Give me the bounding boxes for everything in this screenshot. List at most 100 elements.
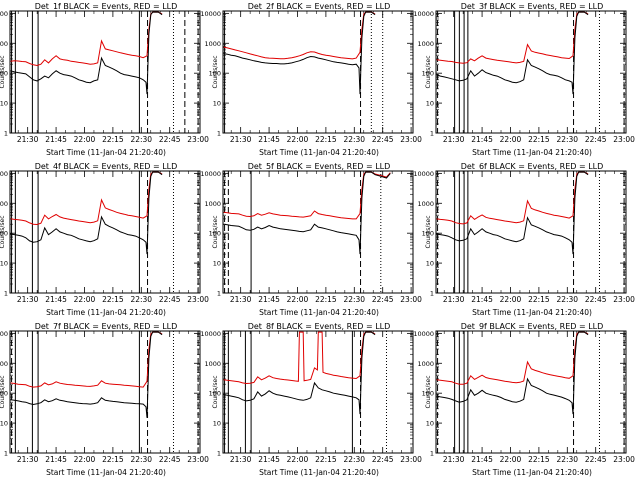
x-tick-label: 22:30 (343, 135, 365, 144)
x-axis-label: Start Time (11-Jan-04 21:20:40) (259, 148, 379, 157)
x-tick-label: 22:15 (528, 455, 550, 464)
x-tick-label: 23:00 (187, 295, 209, 304)
x-tick-label: 22:30 (343, 295, 365, 304)
plot-frame (435, 10, 627, 134)
panel-title: Det_4f BLACK = Events, RED = LLD (35, 162, 178, 171)
x-tick-label: 23:00 (187, 455, 209, 464)
y-tick-label: 100 (0, 390, 8, 398)
x-tick-label: 22:45 (159, 455, 181, 464)
lld-series-line (436, 171, 589, 225)
x-tick-label: 23:00 (187, 135, 209, 144)
x-tick-label: 21:45 (45, 295, 67, 304)
x-tick-label: 22:45 (372, 295, 394, 304)
x-tick-label: 22:00 (74, 295, 96, 304)
x-tick-label: 22:15 (102, 295, 124, 304)
y-tick-label: 1000 (204, 200, 221, 208)
x-tick-label: 22:00 (287, 455, 309, 464)
x-tick-label: 22:15 (528, 295, 550, 304)
lld-series-line (436, 331, 589, 385)
y-tick-label: 10 (426, 260, 434, 268)
plot-frame (9, 10, 201, 134)
events-series-line (10, 11, 163, 95)
x-tick-label: 21:45 (471, 135, 493, 144)
x-tick-label: 21:45 (258, 135, 280, 144)
events-series-line (436, 331, 589, 415)
x-tick-label: 22:45 (159, 135, 181, 144)
panel-title: Det_3f BLACK = Events, RED = LLD (461, 2, 604, 11)
events-series-line (223, 331, 376, 415)
x-tick-label: 22:00 (74, 135, 96, 144)
y-tick-label: 1 (217, 450, 221, 458)
plot-frame (222, 330, 414, 454)
panel-title: Det_2f BLACK = Events, RED = LLD (248, 2, 391, 11)
y-tick-label: 10000 (200, 330, 221, 338)
y-tick-label: 1 (430, 450, 434, 458)
y-tick-label: 10 (426, 420, 434, 428)
lld-series-line (223, 11, 376, 60)
y-tick-label: 10000 (0, 170, 8, 178)
x-tick-label: 22:30 (556, 135, 578, 144)
y-tick-label: 10 (0, 420, 8, 428)
plot-data-layer (223, 11, 384, 133)
y-tick-label: 1000 (0, 360, 8, 368)
y-axis-label: Counts/sec (425, 55, 432, 88)
events-series-line (223, 11, 376, 95)
events-series-line (10, 331, 163, 418)
panel-det-5: Det_5f BLACK = Events, RED = LLD Counts/s… (200, 162, 422, 317)
y-tick-label: 10000 (413, 10, 434, 18)
events-series-line (436, 171, 589, 255)
plot-frame (9, 170, 201, 294)
panel-det-1: Det_1f BLACK = Events, RED = LLD Counts/s… (0, 2, 209, 157)
panel-det-6: Det_6f BLACK = Events, RED = LLD Counts/s… (413, 162, 635, 317)
x-tick-label: 21:30 (230, 455, 252, 464)
x-tick-label: 22:00 (287, 135, 309, 144)
y-tick-label: 10 (0, 100, 8, 108)
x-axis-label: Start Time (11-Jan-04 21:20:40) (46, 148, 166, 157)
events-series-line (436, 11, 589, 95)
x-tick-label: 23:00 (400, 455, 422, 464)
y-tick-label: 1 (4, 290, 8, 298)
panel-title: Det_6f BLACK = Events, RED = LLD (461, 162, 604, 171)
panel-title: Det_7f BLACK = Events, RED = LLD (35, 322, 178, 331)
y-tick-label: 1000 (417, 200, 434, 208)
y-tick-label: 10 (426, 100, 434, 108)
lld-series-line (10, 171, 163, 226)
y-tick-label: 1000 (0, 40, 8, 48)
y-tick-label: 100 (209, 70, 221, 78)
x-axis-label: Start Time (11-Jan-04 21:20:40) (259, 308, 379, 317)
x-axis-label: Start Time (11-Jan-04 21:20:40) (472, 468, 592, 477)
panel-det-4: Det_4f BLACK = Events, RED = LLD Counts/s… (0, 162, 209, 317)
x-axis-label: Start Time (11-Jan-04 21:20:40) (472, 148, 592, 157)
x-tick-label: 22:30 (556, 295, 578, 304)
x-tick-label: 21:30 (443, 295, 465, 304)
x-tick-label: 22:30 (130, 295, 152, 304)
y-axis-label: Counts/sec (425, 215, 432, 248)
x-tick-label: 22:45 (372, 455, 394, 464)
x-tick-label: 21:30 (17, 455, 39, 464)
x-tick-label: 21:45 (471, 455, 493, 464)
x-tick-label: 22:00 (500, 295, 522, 304)
x-tick-label: 21:30 (230, 135, 252, 144)
y-axis-label: Counts/sec (0, 215, 6, 248)
x-tick-label: 22:45 (585, 455, 607, 464)
y-tick-label: 10000 (413, 330, 434, 338)
plot-data-layer (436, 171, 625, 293)
y-tick-label: 1 (4, 130, 8, 138)
plot-data-layer (436, 331, 625, 453)
x-tick-label: 22:45 (159, 295, 181, 304)
x-tick-label: 22:00 (287, 295, 309, 304)
y-axis-label: Counts/sec (212, 55, 219, 88)
plot-frame (222, 170, 414, 294)
lld-series-line (10, 11, 163, 67)
x-tick-label: 22:15 (315, 455, 337, 464)
x-tick-label: 21:30 (17, 135, 39, 144)
x-tick-label: 22:15 (528, 135, 550, 144)
x-tick-label: 21:30 (17, 295, 39, 304)
x-tick-label: 22:45 (585, 135, 607, 144)
x-tick-label: 23:00 (400, 295, 422, 304)
plot-frame (435, 330, 627, 454)
y-tick-label: 100 (209, 390, 221, 398)
x-tick-label: 22:30 (130, 455, 152, 464)
x-tick-label: 23:00 (613, 455, 635, 464)
